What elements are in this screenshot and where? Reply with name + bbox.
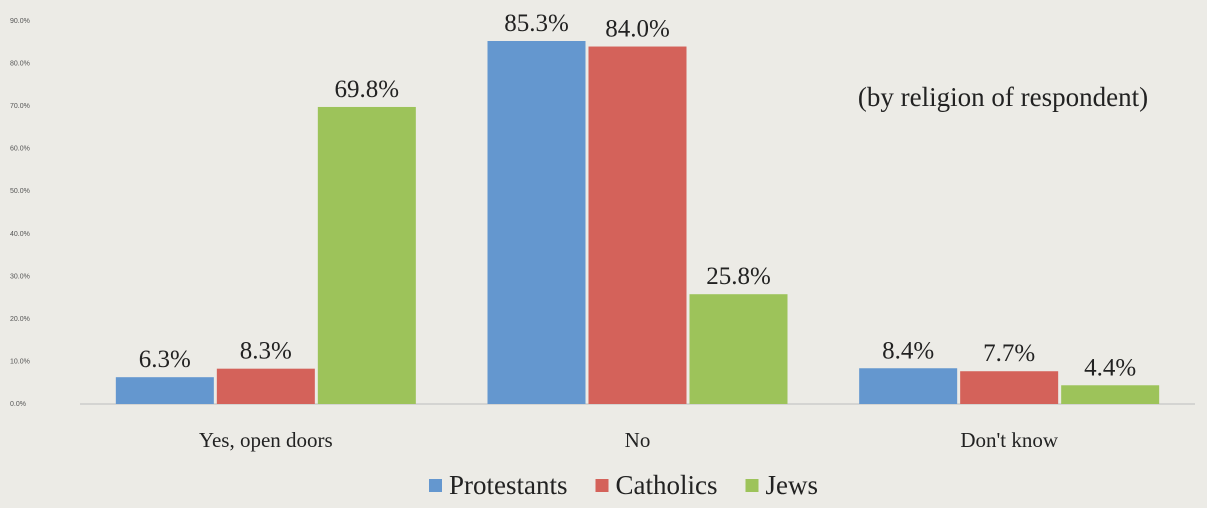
data-label: 8.4%	[882, 337, 934, 364]
data-label: 25.8%	[706, 263, 771, 290]
category-label: Yes, open doors	[199, 428, 333, 452]
y-tick-label: 40.0%	[10, 231, 30, 238]
legend-label-protestants: Protestants	[449, 470, 568, 500]
data-label: 6.3%	[139, 346, 191, 373]
bar-protestants	[487, 41, 586, 405]
category-labels: Yes, open doors No Don't know	[199, 428, 1059, 452]
chart-annotation: (by religion of respondent)	[858, 82, 1148, 112]
bar-protestants	[115, 377, 214, 404]
legend-swatch-jews	[745, 479, 759, 492]
bar-catholics	[960, 371, 1059, 404]
bar-catholics	[588, 46, 687, 405]
y-axis-ticks: 0.0% 10.0% 20.0% 30.0% 40.0% 50.0% 60.0% 70.0% 8…	[10, 18, 30, 408]
y-tick-label: 90.0%	[10, 18, 30, 25]
y-tick-label: 10.0%	[10, 358, 30, 365]
data-label: 8.3%	[240, 338, 292, 365]
y-tick-label: 70.0%	[10, 103, 30, 110]
category-label: Don't know	[960, 428, 1059, 452]
bar-jews	[317, 106, 416, 404]
bar-protestants	[859, 368, 958, 404]
data-labels: 6.3% 8.3% 69.8% 85.3% 84.0% 25.8% 8.4% 7.7% 4.4%	[139, 10, 1136, 381]
data-label: 85.3%	[504, 10, 569, 37]
legend: Protestants Catholics Jews	[429, 470, 818, 500]
category-label: No	[625, 428, 651, 452]
y-tick-label: 30.0%	[10, 273, 30, 280]
legend-swatch-protestants	[429, 479, 442, 492]
y-tick-label: 80.0%	[10, 61, 30, 68]
data-label: 4.4%	[1084, 354, 1136, 381]
bar-jews	[689, 294, 788, 404]
y-tick-label: 0.0%	[10, 401, 26, 408]
legend-label-catholics: Catholics	[616, 470, 718, 500]
data-label: 69.8%	[335, 76, 400, 103]
bar-jews	[1061, 385, 1160, 404]
bar-catholics	[216, 368, 315, 404]
legend-swatch-catholics	[595, 479, 609, 492]
y-tick-label: 20.0%	[10, 316, 30, 323]
legend-label-jews: Jews	[766, 470, 819, 500]
y-tick-label: 50.0%	[10, 188, 30, 195]
data-label: 84.0%	[605, 16, 670, 43]
y-tick-label: 60.0%	[10, 146, 30, 153]
data-label: 7.7%	[983, 340, 1035, 367]
bars	[115, 41, 1160, 405]
